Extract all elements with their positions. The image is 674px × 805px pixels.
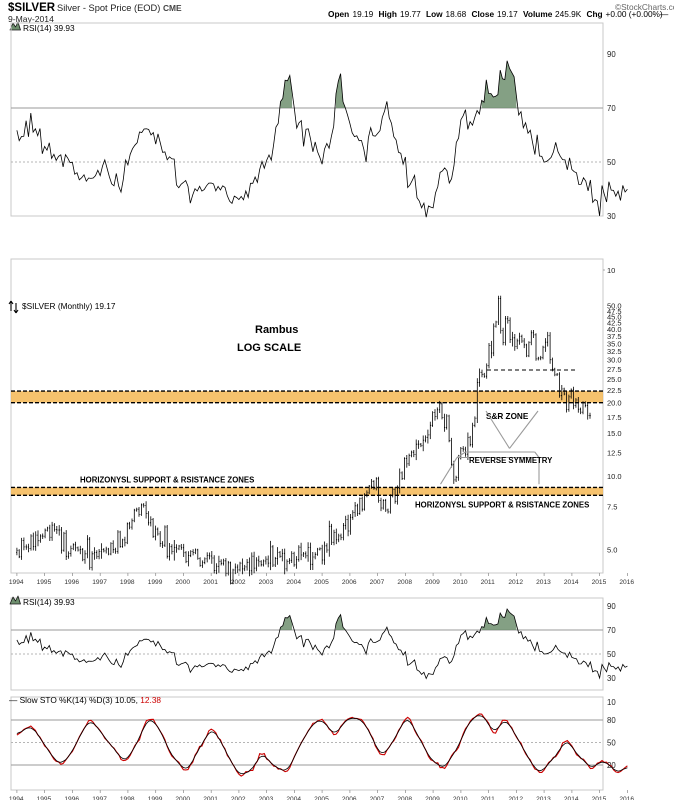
svg-text:2009: 2009 xyxy=(425,579,440,586)
svg-text:2002: 2002 xyxy=(231,579,246,586)
svg-text:2002: 2002 xyxy=(231,796,246,800)
svg-text:Low: Low xyxy=(426,9,443,19)
svg-text:2009: 2009 xyxy=(425,796,440,800)
svg-text:50: 50 xyxy=(607,739,616,748)
svg-text:Open: Open xyxy=(328,9,349,19)
svg-text:REVERSE SYMMETRY: REVERSE SYMMETRY xyxy=(469,456,553,465)
svg-text:2015: 2015 xyxy=(592,796,607,800)
svg-text:30: 30 xyxy=(607,212,616,221)
svg-text:22.5: 22.5 xyxy=(607,386,622,395)
svg-text:RSI(14) 39.93: RSI(14) 39.93 xyxy=(23,597,75,607)
svg-text:2001: 2001 xyxy=(203,796,218,800)
svg-text:2016: 2016 xyxy=(619,579,634,586)
svg-text:2012: 2012 xyxy=(508,579,523,586)
svg-text:2011: 2011 xyxy=(481,796,496,800)
svg-text:25.0: 25.0 xyxy=(607,375,622,384)
svg-text:2010: 2010 xyxy=(453,796,468,800)
svg-text:2007: 2007 xyxy=(370,796,385,800)
svg-text:2005: 2005 xyxy=(314,579,329,586)
svg-text:5.0: 5.0 xyxy=(607,546,617,555)
svg-text:50: 50 xyxy=(607,650,616,659)
svg-text:2003: 2003 xyxy=(259,796,274,800)
svg-text:2003: 2003 xyxy=(259,579,274,586)
svg-text:2001: 2001 xyxy=(203,579,218,586)
svg-text:$SILVER: $SILVER xyxy=(8,2,56,14)
svg-text:70: 70 xyxy=(607,626,616,635)
svg-text:19.19: 19.19 xyxy=(353,9,374,19)
svg-text:2011: 2011 xyxy=(481,579,496,586)
svg-text:90: 90 xyxy=(607,602,616,611)
svg-text:S&R ZONE: S&R ZONE xyxy=(486,412,529,421)
svg-text:30.0: 30.0 xyxy=(607,356,622,365)
svg-text:Volume: Volume xyxy=(523,9,553,19)
svg-text:+0.00 (+0.00%): +0.00 (+0.00%) xyxy=(606,9,663,19)
svg-text:1999: 1999 xyxy=(148,579,163,586)
svg-text:1997: 1997 xyxy=(92,579,107,586)
svg-text:2004: 2004 xyxy=(286,579,301,586)
svg-text:Silver - Spot Price (EOD): Silver - Spot Price (EOD) xyxy=(57,3,160,13)
svg-text:12.5: 12.5 xyxy=(607,449,622,458)
svg-text:1996: 1996 xyxy=(64,796,79,800)
svg-text:HORIZONYSL SUPPORT & RSISTANCE: HORIZONYSL SUPPORT & RSISTANCE ZONES xyxy=(80,475,254,484)
svg-text:2016: 2016 xyxy=(619,796,634,800)
svg-text:245.9K: 245.9K xyxy=(555,9,582,19)
svg-text:LOG SCALE: LOG SCALE xyxy=(237,342,301,354)
svg-text:1998: 1998 xyxy=(120,796,135,800)
svg-text:27.5: 27.5 xyxy=(607,365,622,374)
svg-text:30: 30 xyxy=(607,674,616,683)
svg-text:2010: 2010 xyxy=(453,579,468,586)
svg-text:High: High xyxy=(379,9,397,19)
svg-text:Rambus: Rambus xyxy=(255,324,298,336)
svg-text:17.5: 17.5 xyxy=(607,413,622,422)
svg-text:19.17: 19.17 xyxy=(497,9,518,19)
svg-text:2012: 2012 xyxy=(508,796,523,800)
svg-text:2006: 2006 xyxy=(342,796,357,800)
svg-text:18.68: 18.68 xyxy=(446,9,467,19)
svg-text:2000: 2000 xyxy=(175,579,190,586)
svg-text:1995: 1995 xyxy=(37,796,52,800)
svg-text:10: 10 xyxy=(607,266,615,275)
svg-text:2006: 2006 xyxy=(342,579,357,586)
svg-text:2008: 2008 xyxy=(397,579,412,586)
svg-text:1994: 1994 xyxy=(9,796,24,800)
svg-text:RSI(14) 39.93: RSI(14) 39.93 xyxy=(23,23,75,33)
svg-text:2008: 2008 xyxy=(397,796,412,800)
svg-text:70: 70 xyxy=(607,104,616,113)
svg-text:$SILVER (Monthly) 19.17: $SILVER (Monthly) 19.17 xyxy=(22,301,116,311)
svg-text:2007: 2007 xyxy=(370,579,385,586)
svg-text:7.5: 7.5 xyxy=(607,503,617,512)
svg-text:HORIZONYSL SUPPORT & RSISTANCE: HORIZONYSL SUPPORT & RSISTANCE ZONES xyxy=(415,500,589,509)
svg-text:— Slow STO %K(14) %D(3) 10.05,: — Slow STO %K(14) %D(3) 10.05, 12.38 xyxy=(9,695,161,705)
svg-text:1999: 1999 xyxy=(148,796,163,800)
svg-text:—: — xyxy=(660,9,669,19)
svg-text:2005: 2005 xyxy=(314,796,329,800)
svg-text:CME: CME xyxy=(163,3,182,13)
svg-text:2013: 2013 xyxy=(536,579,551,586)
svg-text:1997: 1997 xyxy=(92,796,107,800)
svg-text:2014: 2014 xyxy=(564,579,579,586)
svg-text:1995: 1995 xyxy=(37,579,52,586)
svg-text:Close: Close xyxy=(472,9,495,19)
svg-text:2000: 2000 xyxy=(175,796,190,800)
svg-text:Chg: Chg xyxy=(587,9,603,19)
svg-text:10.0: 10.0 xyxy=(607,472,622,481)
svg-text:10: 10 xyxy=(607,698,616,707)
svg-text:2014: 2014 xyxy=(564,796,579,800)
svg-text:19.77: 19.77 xyxy=(400,9,421,19)
svg-text:50: 50 xyxy=(607,158,616,167)
svg-text:2015: 2015 xyxy=(592,579,607,586)
svg-text:20.0: 20.0 xyxy=(607,399,622,408)
svg-text:20: 20 xyxy=(607,761,616,770)
svg-text:2013: 2013 xyxy=(536,796,551,800)
svg-text:80: 80 xyxy=(607,716,616,725)
svg-text:1996: 1996 xyxy=(64,579,79,586)
svg-text:15.0: 15.0 xyxy=(607,429,622,438)
svg-text:90: 90 xyxy=(607,50,616,59)
svg-text:2004: 2004 xyxy=(286,796,301,800)
svg-text:1998: 1998 xyxy=(120,579,135,586)
svg-text:1994: 1994 xyxy=(9,579,24,586)
